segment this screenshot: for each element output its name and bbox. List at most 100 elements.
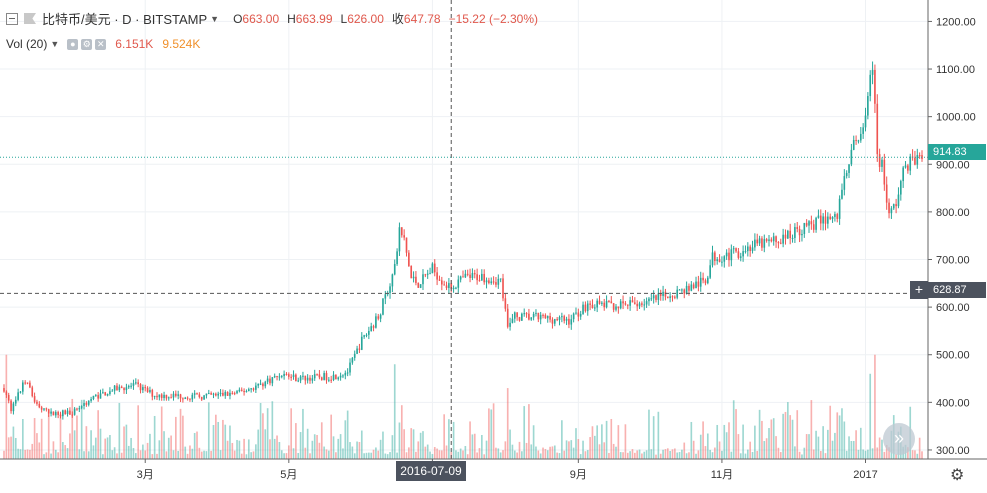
candle-body — [904, 165, 907, 168]
candle-body — [888, 202, 890, 214]
candle-body — [761, 238, 763, 248]
volume-bar — [398, 422, 401, 459]
volume-bar — [215, 414, 217, 459]
x-tick-label: 5月 — [280, 469, 297, 481]
volume-bar — [153, 415, 156, 459]
volume-bar — [575, 428, 577, 459]
volume-bar — [798, 451, 801, 459]
candle-body — [349, 362, 351, 373]
gear-icon[interactable]: ⚙ — [81, 38, 93, 50]
candle-body — [429, 273, 431, 275]
volume-bar — [233, 450, 236, 459]
candle-body — [200, 397, 203, 400]
candle-body — [170, 397, 172, 399]
symbol-title[interactable]: 比特币/美元 · D · BITSTAMP — [42, 12, 208, 27]
candle-body — [890, 208, 893, 214]
volume-bar — [250, 452, 252, 459]
volume-bar — [709, 449, 711, 459]
candle-body — [735, 248, 737, 252]
candle-body — [575, 312, 577, 314]
volume-bar — [191, 448, 194, 459]
candle-body — [424, 274, 427, 276]
candle-body — [142, 387, 144, 391]
candle-body — [156, 395, 158, 398]
volume-bar — [697, 450, 700, 459]
candle-body — [353, 353, 356, 358]
volume-bar — [29, 449, 31, 459]
candle-body — [542, 314, 544, 316]
candle-body — [26, 382, 29, 384]
volume-bar — [417, 441, 420, 459]
candle-body — [283, 373, 285, 377]
ohlc-high: H663.99 — [287, 11, 333, 26]
volume-bar — [650, 449, 653, 459]
volume-bar — [38, 442, 41, 459]
volume-bar — [911, 450, 914, 459]
volume-bar — [558, 453, 561, 459]
volume-bar — [391, 435, 394, 459]
volume-bar — [262, 413, 264, 459]
volume-bar — [240, 453, 243, 459]
candle-body — [45, 408, 48, 410]
volume-bar — [196, 431, 198, 459]
volume-bar — [224, 424, 227, 459]
collapse-legend-icon[interactable] — [6, 12, 18, 25]
volume-bar — [565, 440, 568, 459]
price-axis — [928, 0, 987, 493]
chevron-down-icon[interactable]: ▼ — [50, 39, 60, 49]
volume-bar — [612, 443, 615, 459]
volume-bar — [252, 451, 255, 459]
volume-bar — [10, 436, 12, 459]
ohlc-open: O663.00 — [233, 11, 280, 26]
volume-bar — [819, 450, 822, 459]
volume-bar — [271, 401, 274, 459]
volume-bar — [280, 450, 283, 459]
candle-body — [332, 374, 335, 380]
candle-body — [210, 393, 212, 395]
candle-body — [678, 289, 681, 291]
volume-bar — [685, 453, 688, 459]
candle-body — [817, 215, 820, 218]
eye-icon[interactable]: ● — [67, 38, 79, 50]
candle-body — [222, 392, 224, 396]
close-icon[interactable]: ✕ — [95, 38, 107, 50]
volume-bar — [83, 451, 85, 459]
volume-bar — [113, 447, 116, 459]
chevron-down-icon[interactable]: ▼ — [210, 13, 220, 24]
candle-body — [796, 227, 799, 229]
candle-body — [295, 374, 297, 382]
volume-bar — [149, 433, 151, 459]
volume-bar — [525, 442, 528, 459]
volume-bar — [198, 447, 201, 459]
crosshair-add-icon[interactable]: + — [910, 281, 928, 299]
volume-bar — [921, 451, 923, 459]
settings-gear-icon[interactable]: ⚙ — [950, 467, 965, 484]
volume-bar — [45, 452, 48, 459]
candle-body — [224, 392, 227, 396]
candle-body — [742, 251, 744, 257]
candle-body — [172, 393, 175, 398]
volume-bar — [504, 441, 507, 459]
candle-body — [59, 414, 62, 417]
candle-body — [718, 259, 721, 262]
candle-body — [636, 303, 639, 307]
candle-body — [440, 280, 443, 285]
candle-body — [368, 330, 370, 335]
volume-indicator-name[interactable]: Vol (20) — [6, 37, 48, 51]
volume-bar — [869, 373, 872, 459]
volume-bar — [502, 450, 504, 459]
candle-body — [391, 274, 394, 287]
volume-bar — [770, 419, 773, 459]
volume-bar — [584, 451, 587, 459]
candle-body — [563, 316, 566, 321]
candle-body — [794, 227, 796, 238]
volume-bar — [775, 436, 777, 459]
crosshair-price-label: 628.87 — [928, 282, 986, 298]
candle-body — [876, 103, 879, 155]
candle-body — [189, 398, 191, 400]
scroll-to-realtime-button[interactable]: » — [883, 423, 915, 455]
candle-body — [492, 281, 495, 283]
candle-body — [819, 215, 822, 224]
volume-bar — [264, 429, 267, 459]
